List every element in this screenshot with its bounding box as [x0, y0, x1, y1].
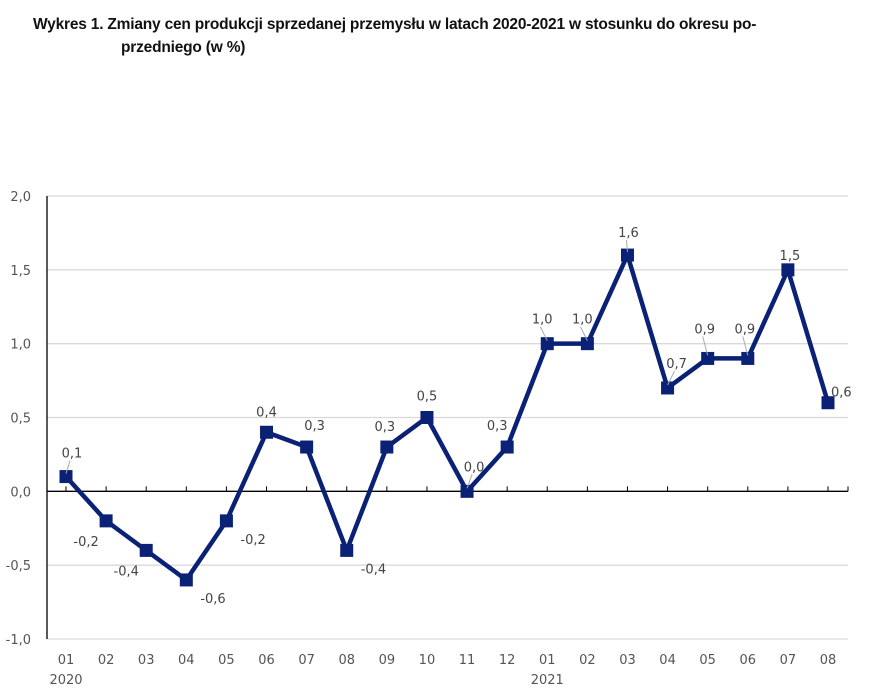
data-label: 0,4 — [256, 405, 277, 420]
data-point-marker — [59, 470, 73, 484]
y-tick-label: 0,0 — [10, 485, 31, 500]
data-label: 0,9 — [734, 322, 755, 337]
data-label: 1,0 — [532, 313, 553, 328]
data-point-marker — [99, 514, 113, 528]
data-label-leader — [667, 370, 676, 386]
x-tick-label: 01 — [58, 653, 75, 668]
data-point-marker — [580, 337, 594, 351]
gridlines — [47, 195, 848, 640]
data-point-marker — [340, 543, 354, 557]
data-label-leader — [702, 336, 709, 356]
x-tick-label: 06 — [258, 653, 275, 668]
y-tick-label: 2,0 — [10, 190, 31, 205]
data-label: 0,3 — [374, 420, 395, 435]
data-point-marker — [139, 543, 153, 557]
data-series — [59, 248, 835, 587]
chart-title-line2: przedniego (w %) — [121, 39, 246, 56]
x-tick-label: 08 — [338, 653, 355, 668]
data-label: -0,4 — [114, 564, 139, 579]
x-year-label: 2020 — [49, 673, 82, 688]
data-point-marker — [781, 263, 795, 277]
data-label: 0,3 — [304, 419, 325, 434]
x-tick-label: 07 — [298, 653, 315, 668]
data-point-marker — [540, 337, 554, 351]
x-tick-label: 03 — [619, 653, 636, 668]
data-point-marker — [420, 411, 434, 424]
data-point-marker — [500, 440, 514, 454]
data-point-marker — [179, 573, 193, 587]
data-label: 0,6 — [831, 386, 852, 401]
data-label: 1,5 — [780, 249, 801, 264]
data-label-leader — [466, 474, 473, 489]
y-tick-label: -1,0 — [6, 633, 31, 648]
data-label: -0,4 — [361, 562, 386, 577]
data-label-leader — [539, 326, 548, 341]
data-label: 0,3 — [487, 419, 508, 434]
data-label: -0,6 — [200, 592, 225, 607]
chart-title-line1: Wykres 1. Zmiany cen produkcji sprzedane… — [33, 16, 757, 33]
data-point-marker — [380, 440, 394, 454]
x-tick-label: 07 — [780, 653, 797, 668]
data-label: -0,2 — [240, 533, 265, 548]
data-label: 1,6 — [618, 226, 639, 241]
y-axis-tick-labels: 2,0 1,5 1,0 0,5 0,0 -0,5 -1,0 — [6, 190, 31, 648]
x-tick-label: 03 — [138, 653, 155, 668]
data-point-marker — [460, 484, 474, 498]
y-tick-label: 1,0 — [10, 338, 31, 353]
x-tick-label: 02 — [579, 653, 596, 668]
x-tick-label: 05 — [218, 653, 235, 668]
x-tick-label: 12 — [499, 653, 516, 668]
data-point-marker — [661, 381, 675, 395]
data-label: 0,9 — [694, 322, 715, 337]
data-point-marker — [741, 351, 755, 365]
x-tick-label: 04 — [178, 653, 195, 668]
data-point-marker — [701, 351, 715, 365]
data-point-marker — [620, 248, 634, 262]
x-tick-label: 02 — [98, 653, 115, 668]
data-label: 0,5 — [417, 390, 438, 405]
x-tick-label: 01 — [539, 653, 556, 668]
data-label: 0,1 — [62, 447, 83, 462]
x-year-label: 2021 — [531, 673, 564, 688]
x-tick-label: 09 — [379, 653, 396, 668]
x-tick-label: 04 — [659, 653, 676, 668]
data-label-leader — [65, 460, 71, 474]
data-point-marker — [300, 440, 314, 454]
data-labels: 0,1 -0,2 -0,4 -0,6 -0,2 0,4 0,3 -0,4 0,3 0,5 0,0 0,… — [62, 226, 852, 607]
data-label: 1,0 — [572, 313, 593, 328]
data-label: 0,0 — [464, 460, 485, 475]
x-tick-label: 10 — [419, 653, 436, 668]
axes — [46, 196, 849, 639]
x-tick-label: 06 — [740, 653, 757, 668]
x-axis-tick-labels: 01 02 03 04 05 06 07 08 09 10 11 12 01 02 03 04 05 06 07 08… — [49, 653, 836, 688]
chart-title: Wykres 1. Zmiany cen produkcji sprzedane… — [33, 13, 888, 59]
series-line — [64, 248, 831, 584]
data-label: -0,2 — [73, 535, 98, 550]
data-label: 0,7 — [666, 357, 687, 372]
x-tick-label: 08 — [820, 653, 837, 668]
y-tick-label: 1,5 — [10, 264, 31, 279]
data-point-marker — [260, 425, 274, 439]
x-tick-label: 05 — [699, 653, 716, 668]
data-label-leader — [742, 336, 749, 356]
x-tick-label: 11 — [459, 653, 476, 668]
data-label-leader — [579, 326, 588, 341]
data-point-marker — [219, 514, 233, 528]
y-tick-label: 0,5 — [10, 412, 31, 427]
data-point-marker — [821, 396, 835, 410]
data-label-leader — [625, 240, 628, 253]
y-tick-label: -0,5 — [6, 559, 31, 574]
